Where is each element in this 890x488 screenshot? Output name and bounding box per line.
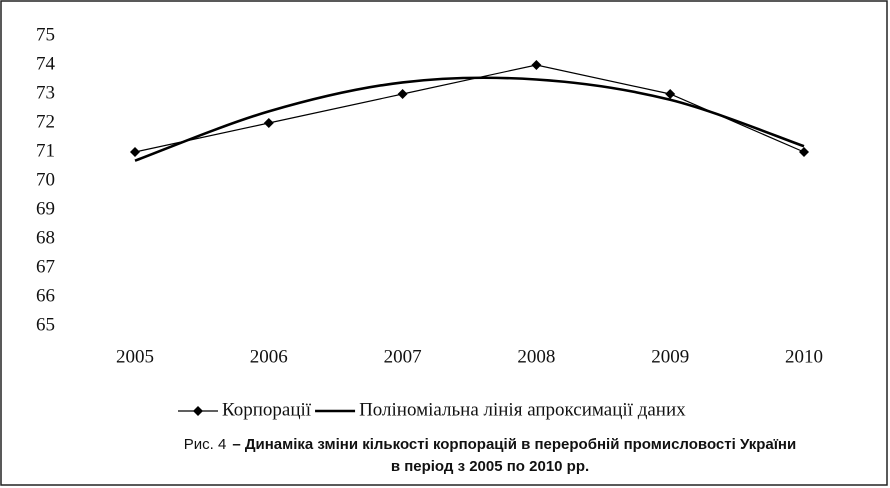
marker [665,89,676,99]
chart-title: – Динаміка зміни кількості корпорацій в … [232,436,796,453]
y-tick-label: 70 [36,169,55,190]
y-tick-label: 71 [36,140,55,161]
x-tick-label: 2007 [384,346,422,367]
y-tick-label: 68 [36,227,55,248]
x-tick-label: 2010 [785,346,823,367]
y-tick-label: 74 [36,53,56,74]
marker [130,147,140,157]
y-tick-label: 69 [36,198,55,219]
marker [263,118,274,128]
y-tick-label: 66 [36,285,55,306]
marker [799,147,809,157]
y-tick-label: 73 [36,82,55,103]
x-tick-label: 2006 [250,346,288,367]
chart-title: в період з 2005 по 2010 рр. [391,458,589,475]
marker [531,60,542,70]
y-tick-label: 67 [36,256,55,277]
x-tick-label: 2009 [651,346,689,367]
series-line [134,64,805,153]
trend-line [134,76,805,162]
y-tick-label: 65 [36,314,55,335]
figure-label: Рис. 4 [184,436,227,453]
marker [397,89,408,99]
x-tick-label: 2005 [116,346,154,367]
x-tick-label: 2008 [517,346,555,367]
y-tick-label: 72 [36,111,55,132]
legend-label: Корпорації [222,399,312,420]
caption-line-1: Рис. 4 – Динаміка зміни кількості корпора… [184,436,796,453]
y-tick-label: 75 [36,24,55,45]
legend-marker [193,406,203,416]
legend-label: Поліноміальна лінія апроксимації даних [359,399,686,420]
